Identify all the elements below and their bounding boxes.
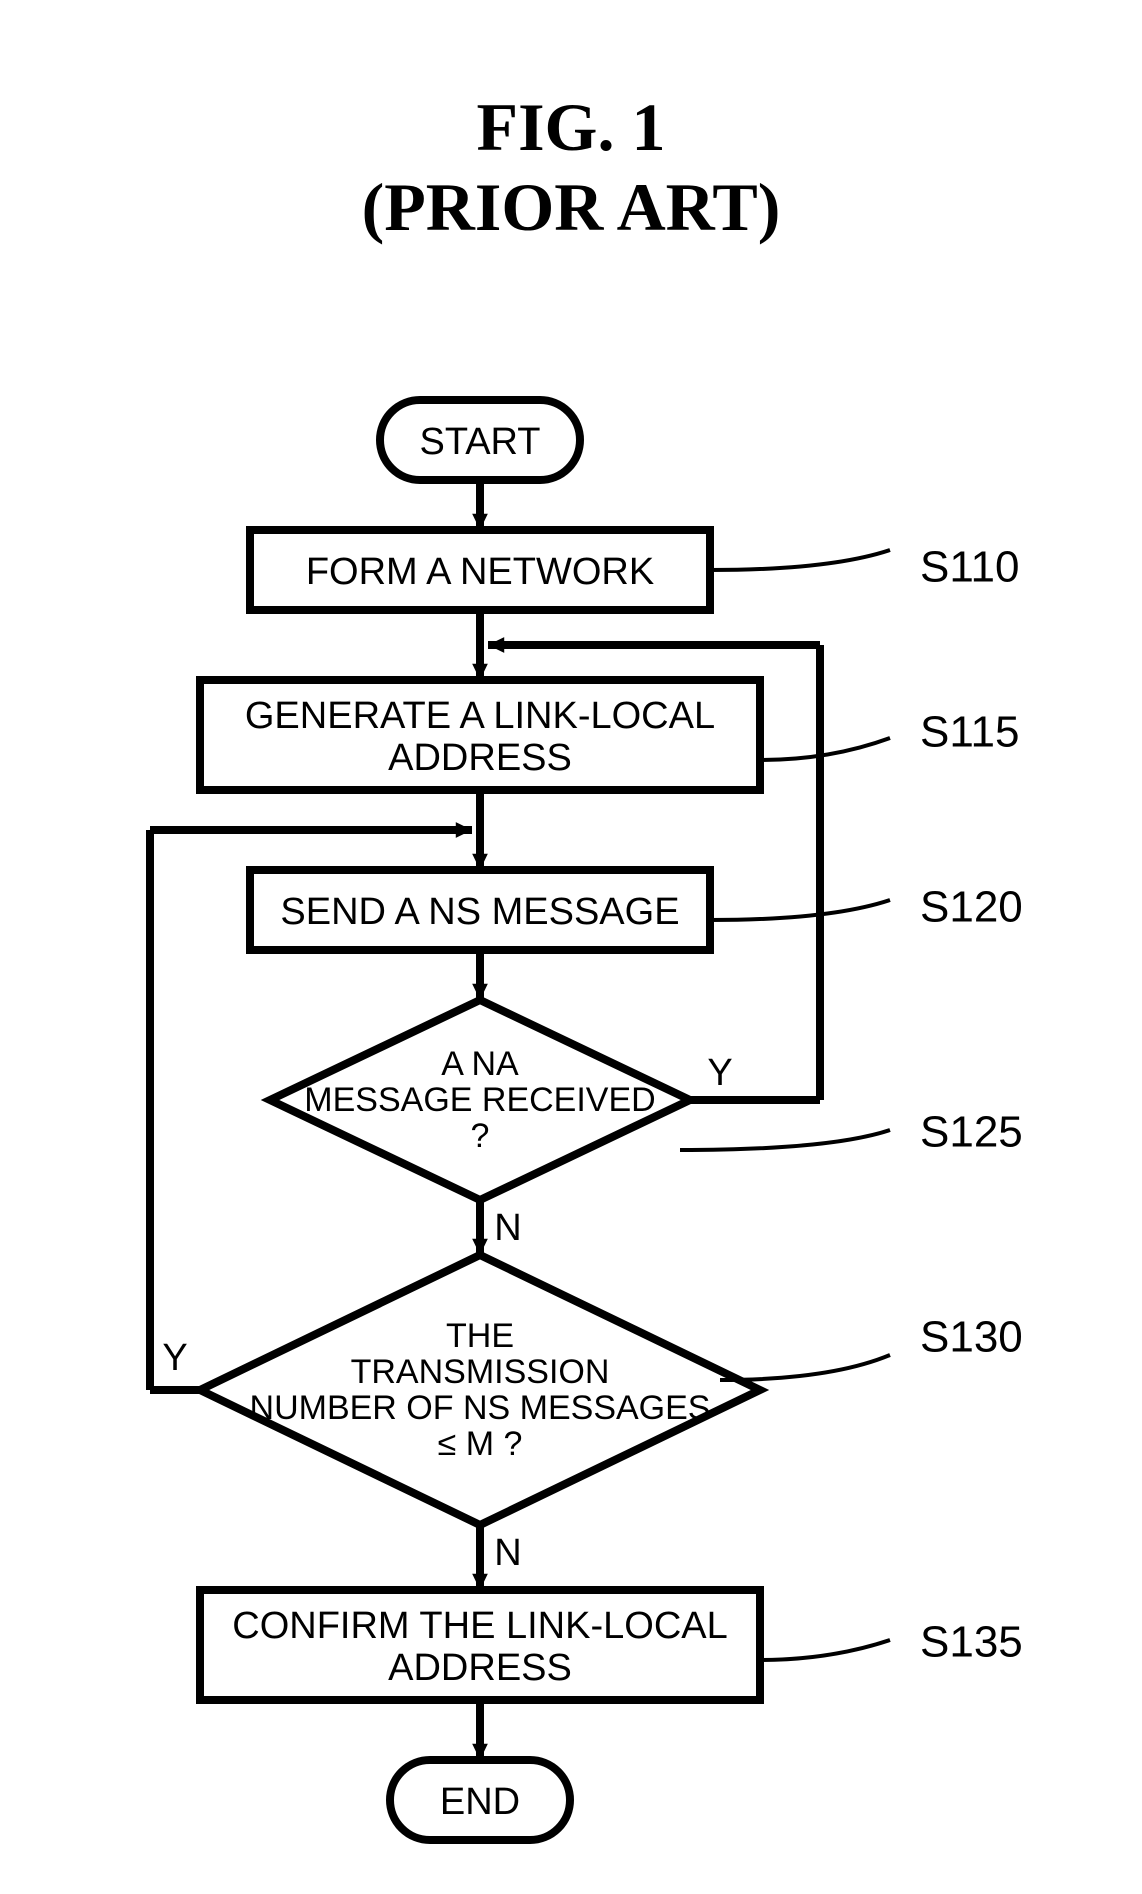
svg-text:S110: S110 bbox=[920, 543, 1020, 592]
svg-text:TRANSMISSION: TRANSMISSION bbox=[351, 1353, 610, 1391]
svg-text:GENERATE A LINK-LOCAL: GENERATE A LINK-LOCAL bbox=[245, 695, 715, 737]
svg-text:S115: S115 bbox=[920, 708, 1020, 757]
svg-text:NUMBER OF NS MESSAGES: NUMBER OF NS MESSAGES bbox=[250, 1389, 711, 1427]
figure-title-line2: (PRIOR ART) bbox=[362, 169, 781, 245]
svg-text:START: START bbox=[419, 421, 540, 463]
svg-text:Y: Y bbox=[707, 1052, 732, 1094]
svg-text:SEND A NS MESSAGE: SEND A NS MESSAGE bbox=[280, 891, 679, 933]
svg-text:?: ? bbox=[471, 1117, 490, 1155]
svg-text:CONFIRM THE LINK-LOCAL: CONFIRM THE LINK-LOCAL bbox=[232, 1605, 727, 1647]
svg-text:S130: S130 bbox=[920, 1313, 1023, 1362]
svg-text:THE: THE bbox=[446, 1317, 514, 1355]
svg-text:≤ M ?: ≤ M ? bbox=[438, 1425, 523, 1463]
svg-text:ADDRESS: ADDRESS bbox=[388, 1647, 572, 1689]
svg-text:A NA: A NA bbox=[441, 1045, 519, 1083]
svg-text:S125: S125 bbox=[920, 1108, 1023, 1157]
svg-text:S135: S135 bbox=[920, 1618, 1023, 1667]
svg-text:N: N bbox=[494, 1207, 521, 1249]
svg-text:N: N bbox=[494, 1532, 521, 1574]
figure-title-line1: FIG. 1 bbox=[477, 89, 666, 165]
svg-text:END: END bbox=[440, 1781, 520, 1823]
svg-text:FORM A NETWORK: FORM A NETWORK bbox=[306, 551, 654, 593]
svg-text:Y: Y bbox=[162, 1337, 187, 1379]
svg-text:S120: S120 bbox=[920, 883, 1023, 932]
svg-text:ADDRESS: ADDRESS bbox=[388, 737, 572, 779]
svg-text:MESSAGE RECEIVED: MESSAGE RECEIVED bbox=[304, 1081, 655, 1119]
